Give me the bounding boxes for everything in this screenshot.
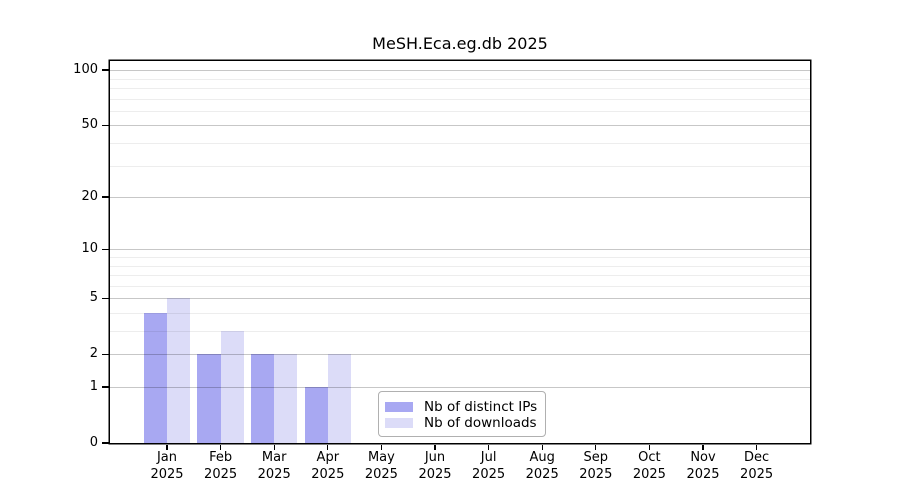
chart-title: MeSH.Eca.eg.db 2025: [372, 34, 548, 53]
gridline-minor: [110, 98, 810, 100]
gridline-major: [110, 354, 810, 356]
y-tick-mark: [102, 196, 109, 198]
bar-distinct-ips-jan: [143, 312, 167, 443]
gridline-minor: [110, 312, 810, 314]
x-tick-mark: [595, 444, 597, 450]
x-tick-label: Dec 2025: [740, 450, 774, 482]
gridline-major: [110, 387, 810, 388]
legend-item-downloads: Nb of downloads: [385, 414, 537, 431]
x-tick-mark: [380, 444, 383, 450]
bar-downloads-mar: [274, 354, 298, 443]
y-tick-mark: [102, 386, 109, 388]
gridline-minor: [110, 110, 810, 112]
legend: Nb of distinct IPs Nb of downloads: [378, 391, 546, 437]
gridline-minor: [110, 87, 810, 89]
x-tick-label: Jan 2025: [150, 450, 184, 482]
x-tick-mark: [648, 444, 651, 450]
x-tick-mark: [755, 444, 758, 450]
gridline-major: [110, 125, 810, 127]
y-tick-mark: [102, 442, 109, 444]
y-tick-mark: [102, 69, 109, 71]
x-tick-label: Apr 2025: [311, 450, 345, 482]
y-tick-mark: [102, 353, 109, 355]
legend-label-downloads: Nb of downloads: [424, 414, 537, 431]
gridline-minor: [110, 78, 810, 80]
y-tick-label: 20: [81, 189, 98, 204]
bar-distinct-ips-apr: [304, 387, 328, 443]
y-tick-mark: [102, 248, 109, 250]
x-tick-mark: [541, 444, 543, 450]
bar-downloads-apr: [327, 354, 352, 443]
bar-downloads-feb: [220, 331, 244, 443]
legend-swatch-distinct-ips: [385, 401, 413, 412]
gridline-minor: [110, 275, 810, 276]
gridline-major: [110, 249, 810, 251]
x-tick-mark: [434, 444, 436, 450]
x-tick-mark: [327, 444, 329, 450]
gridline-minor: [110, 265, 810, 267]
x-tick-mark: [219, 444, 222, 450]
x-tick-label: Oct 2025: [632, 450, 666, 482]
gridline-minor: [110, 142, 810, 144]
x-tick-mark: [166, 444, 168, 450]
bar-downloads-jan: [167, 298, 191, 443]
plot-area: [110, 61, 810, 443]
gridline-minor: [110, 165, 810, 167]
x-tick-label: May 2025: [364, 450, 398, 482]
x-tick-label: Feb 2025: [204, 450, 238, 482]
x-tick-mark: [702, 444, 704, 450]
x-tick-mark: [273, 444, 275, 450]
y-tick-label: 50: [81, 117, 98, 133]
bar-distinct-ips-mar: [250, 354, 275, 443]
x-tick-label: Mar 2025: [257, 450, 291, 482]
gridline-minor: [110, 285, 810, 287]
y-tick-label: 1: [89, 379, 98, 394]
legend-swatch-downloads: [385, 417, 413, 428]
y-tick-mark: [102, 297, 109, 299]
x-tick-mark: [487, 444, 490, 450]
gridline-minor: [110, 256, 810, 258]
y-tick-label: 2: [89, 346, 98, 362]
legend-item-distinct-ips: Nb of distinct IPs: [385, 398, 538, 415]
bar-distinct-ips-feb: [197, 354, 221, 443]
y-tick-mark: [102, 124, 109, 126]
gridline-minor: [110, 331, 810, 332]
gridline-major: [110, 70, 810, 72]
x-tick-label: Jul 2025: [472, 450, 506, 482]
gridline-major: [110, 197, 810, 198]
gridline-major: [110, 298, 810, 300]
x-tick-label: Aug 2025: [525, 450, 559, 482]
y-tick-label: 5: [89, 290, 98, 306]
y-tick-label: 100: [73, 62, 98, 78]
x-tick-label: Jun 2025: [418, 450, 452, 482]
legend-label-distinct-ips: Nb of distinct IPs: [424, 398, 538, 415]
x-tick-label: Sep 2025: [579, 450, 613, 482]
y-tick-label: 0: [89, 435, 98, 450]
y-tick-label: 10: [81, 241, 98, 257]
x-tick-label: Nov 2025: [686, 450, 720, 482]
